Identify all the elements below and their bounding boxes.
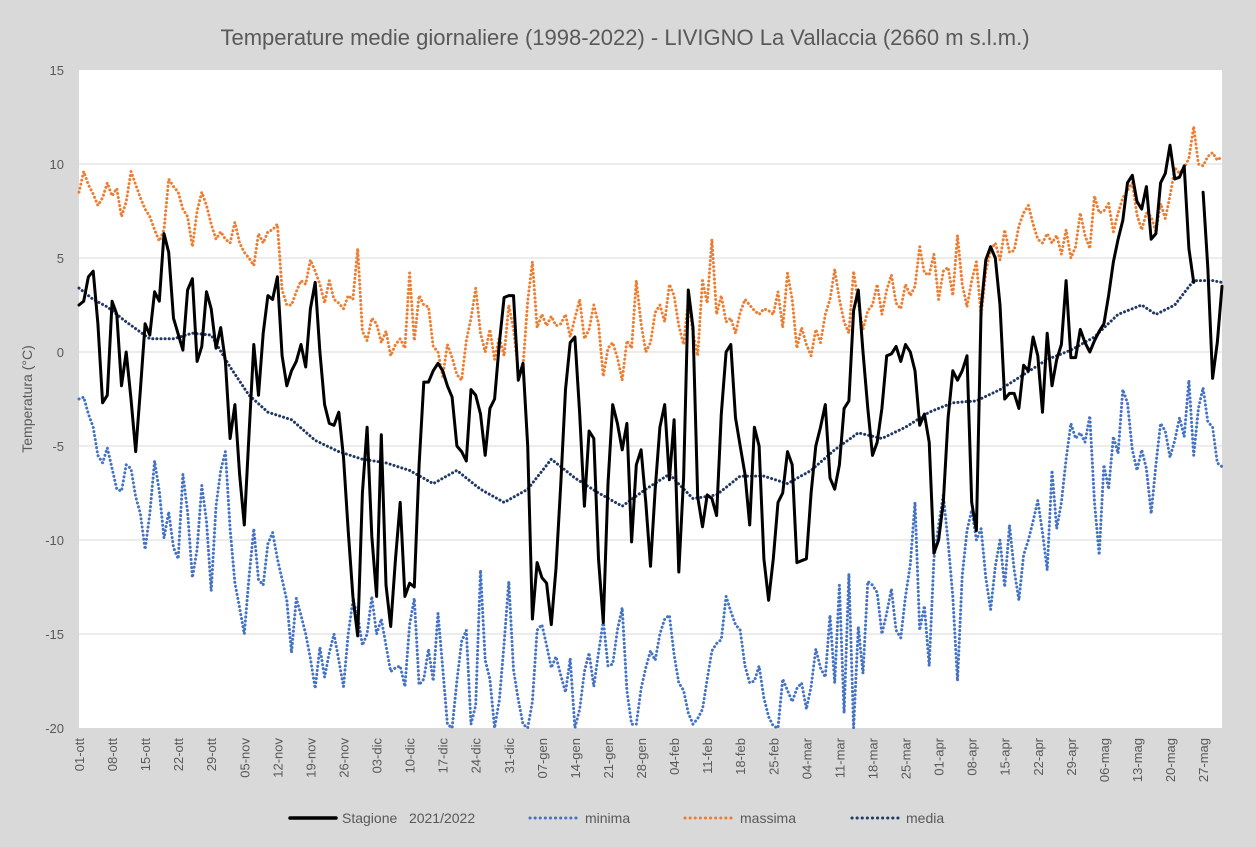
x-tick-label: 17-dic xyxy=(436,738,451,774)
y-tick-label: -15 xyxy=(45,627,64,642)
x-tick-label: 21-gen xyxy=(601,738,616,778)
x-tick-label: 08-ott xyxy=(105,738,120,772)
y-axis-label: Temperatura (°C) xyxy=(19,345,35,453)
legend-item-stagione: Stagione 2021/2022 xyxy=(288,810,475,826)
y-tick-label: -5 xyxy=(52,439,64,454)
legend: Stagione 2021/2022 minima massima media xyxy=(288,810,944,826)
x-tick-label: 14-gen xyxy=(568,738,583,778)
x-tick-label: 03-dic xyxy=(370,738,385,774)
x-tick-label: 13-mag xyxy=(1130,738,1145,782)
x-tick-label: 15-apr xyxy=(998,737,1013,775)
plot-area xyxy=(79,70,1222,728)
series-minima-line xyxy=(77,378,1224,730)
y-tick-label: 10 xyxy=(50,157,64,172)
x-tick-label: 01-ott xyxy=(72,738,87,772)
x-tick-label: 04-mar xyxy=(799,737,814,779)
x-tick-label: 20-mag xyxy=(1163,738,1178,782)
x-tick-label: 31-dic xyxy=(502,738,517,774)
x-tick-label: 05-nov xyxy=(237,738,252,778)
x-tick-label: 06-mag xyxy=(1097,738,1112,782)
x-tick-label: 07-gen xyxy=(535,738,550,778)
x-tick-label: 11-feb xyxy=(700,738,715,774)
y-tick-label: 0 xyxy=(57,345,64,360)
series-stagione-line xyxy=(77,143,1224,638)
x-tick-label: 01-apr xyxy=(932,737,947,775)
chart-title: Temperature medie giornaliere (1998-2022… xyxy=(220,25,1029,50)
y-tick-label: -10 xyxy=(45,533,64,548)
legend-label: minima xyxy=(585,810,630,826)
y-tick-label: 5 xyxy=(57,251,64,266)
x-tick-label: 26-nov xyxy=(336,738,351,778)
y-tick-label: -20 xyxy=(45,721,64,736)
x-tick-label: 19-nov xyxy=(303,738,318,778)
x-tick-label: 10-dic xyxy=(403,738,418,774)
x-tick-label: 29-ott xyxy=(204,738,219,772)
y-axis-ticks: -20 -15 -10 -5 0 5 10 15 xyxy=(45,63,64,736)
x-tick-label: 22-apr xyxy=(1031,737,1046,775)
x-tick-label: 22-ott xyxy=(171,738,186,772)
legend-label: Stagione 2021/2022 xyxy=(342,810,475,826)
x-tick-label: 11-mar xyxy=(832,737,847,778)
x-tick-label: 15-ott xyxy=(138,738,153,772)
x-tick-label: 27-mag xyxy=(1196,738,1211,782)
x-tick-label: 25-mar xyxy=(899,737,914,779)
x-tick-label: 28-gen xyxy=(634,738,649,778)
x-tick-label: 04-feb xyxy=(667,738,682,775)
series-lines xyxy=(77,124,1224,730)
series-massima-line xyxy=(77,124,1224,382)
x-tick-label: 08-apr xyxy=(965,737,980,775)
legend-item-minima: minima xyxy=(528,810,630,826)
x-tick-label: 18-mar xyxy=(865,737,880,779)
legend-item-media: media xyxy=(850,810,944,826)
x-tick-label: 12-nov xyxy=(270,738,285,778)
x-axis-ticks: 01-ott 08-ott 15-ott 22-ott 29-ott 05-nov 12-n… xyxy=(72,737,1211,782)
x-tick-label: 24-dic xyxy=(469,738,484,774)
legend-item-massima: massima xyxy=(683,810,796,826)
x-tick-label: 18-feb xyxy=(733,738,748,775)
x-tick-label: 25-feb xyxy=(766,738,781,775)
legend-label: massima xyxy=(740,810,796,826)
series-media-line xyxy=(77,279,1224,508)
x-tick-label: 29-apr xyxy=(1064,737,1079,775)
legend-label: media xyxy=(906,810,944,826)
y-tick-label: 15 xyxy=(50,63,64,78)
